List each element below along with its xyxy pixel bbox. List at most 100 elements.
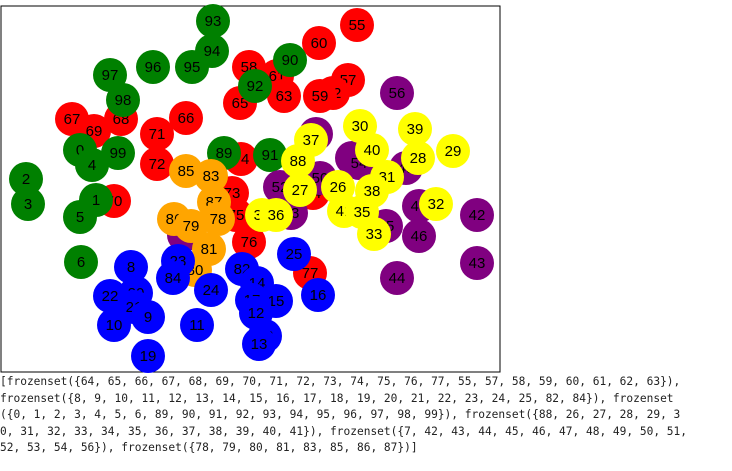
- node-56: 56: [380, 76, 414, 110]
- node-label: 95: [184, 59, 201, 76]
- node-97: 97: [93, 58, 127, 92]
- node-label: 22: [102, 288, 119, 305]
- node-label: 78: [210, 211, 227, 228]
- node-label: 12: [248, 305, 265, 322]
- node-label: 19: [140, 348, 157, 365]
- node-circle: [460, 198, 494, 232]
- node-label: 81: [201, 241, 218, 258]
- node-24: 24: [194, 273, 228, 307]
- node-circle: [238, 69, 272, 103]
- output-line-2: frozenset({8, 9, 10, 11, 12, 13, 14, 15,…: [0, 391, 674, 405]
- node-label: 96: [145, 59, 162, 76]
- node-label: 77: [302, 265, 319, 282]
- node-label: 85: [178, 163, 195, 180]
- node-60: 60: [302, 26, 336, 60]
- node-circle: [357, 217, 391, 251]
- node-circle: [419, 187, 453, 221]
- node-10: 10: [97, 308, 131, 342]
- node-label: 56: [389, 85, 406, 102]
- node-label: 16: [310, 287, 327, 304]
- node-label: 1: [92, 192, 100, 209]
- node-88: 88: [281, 144, 315, 178]
- node-19: 19: [131, 339, 165, 373]
- node-circle: [242, 327, 276, 361]
- node-circle: [355, 133, 389, 167]
- node-circle: [11, 187, 45, 221]
- node-label: 69: [86, 123, 103, 140]
- node-label: 27: [292, 182, 309, 199]
- node-27: 27: [283, 173, 317, 207]
- node-label: 91: [262, 147, 279, 164]
- node-label: 10: [106, 317, 123, 334]
- node-label: 13: [251, 336, 268, 353]
- node-circle: [253, 138, 287, 172]
- node-29: 29: [436, 134, 470, 168]
- node-circle: [303, 79, 337, 113]
- node-label: 79: [183, 218, 200, 235]
- node-40: 40: [355, 133, 389, 167]
- node-label: 6: [77, 254, 85, 271]
- node-label: 42: [469, 207, 486, 224]
- node-8: 8: [114, 250, 148, 284]
- node-label: 94: [204, 43, 221, 60]
- node-label: 43: [469, 255, 486, 272]
- node-circle: [259, 198, 293, 232]
- node-circle: [340, 8, 374, 42]
- node-circle: [63, 200, 97, 234]
- node-16: 16: [301, 278, 335, 312]
- node-label: 35: [354, 204, 371, 221]
- node-label: 71: [149, 126, 166, 143]
- node-label: 93: [205, 13, 222, 30]
- node-circle: [9, 162, 43, 196]
- node-label: 4: [88, 157, 96, 174]
- nodes-layer: 5560615857625963656769686671727074737564…: [9, 4, 494, 373]
- node-circle: [201, 202, 235, 236]
- node-circle: [140, 147, 174, 181]
- node-label: 67: [64, 111, 81, 128]
- node-12: 12: [239, 296, 273, 330]
- node-label: 39: [407, 121, 424, 138]
- node-13: 13: [242, 327, 276, 361]
- node-circle: [140, 117, 174, 151]
- node-59: 59: [303, 79, 337, 113]
- node-circle: [131, 339, 165, 373]
- node-circle: [156, 261, 190, 295]
- node-83: 83: [194, 159, 228, 193]
- node-circle: [283, 173, 317, 207]
- node-circle: [93, 58, 127, 92]
- node-circle: [398, 112, 432, 146]
- node-label: 98: [115, 92, 132, 109]
- node-label: 8: [127, 259, 135, 276]
- output-line-3: ({0, 1, 2, 3, 4, 5, 6, 89, 90, 91, 92, 9…: [0, 408, 681, 421]
- node-label: 29: [445, 143, 462, 160]
- node-79: 79: [174, 209, 208, 243]
- node-circle: [175, 50, 209, 84]
- node-78: 78: [201, 202, 235, 236]
- node-25: 25: [277, 237, 311, 271]
- node-32: 32: [419, 187, 453, 221]
- node-3: 3: [11, 187, 45, 221]
- node-label: 30: [352, 118, 369, 135]
- node-label: 59: [312, 88, 329, 105]
- node-label: 55: [349, 17, 366, 34]
- node-circle: [131, 300, 165, 334]
- node-circle: [174, 209, 208, 243]
- node-label: 26: [330, 179, 347, 196]
- node-label: 65: [232, 95, 249, 112]
- node-circle: [301, 278, 335, 312]
- node-label: 11: [189, 317, 205, 334]
- node-circle: [281, 144, 315, 178]
- node-9: 9: [131, 300, 165, 334]
- node-label: 88: [290, 153, 307, 170]
- node-circle: [194, 273, 228, 307]
- node-96: 96: [136, 50, 170, 84]
- node-label: 15: [268, 293, 285, 310]
- node-label: 99: [110, 145, 127, 162]
- node-63: 63: [267, 79, 301, 113]
- node-circle: [273, 43, 307, 77]
- node-label: 72: [149, 156, 166, 173]
- node-90: 90: [273, 43, 307, 77]
- node-circle: [169, 101, 203, 135]
- node-circle: [196, 4, 230, 38]
- node-11: 11: [180, 308, 214, 342]
